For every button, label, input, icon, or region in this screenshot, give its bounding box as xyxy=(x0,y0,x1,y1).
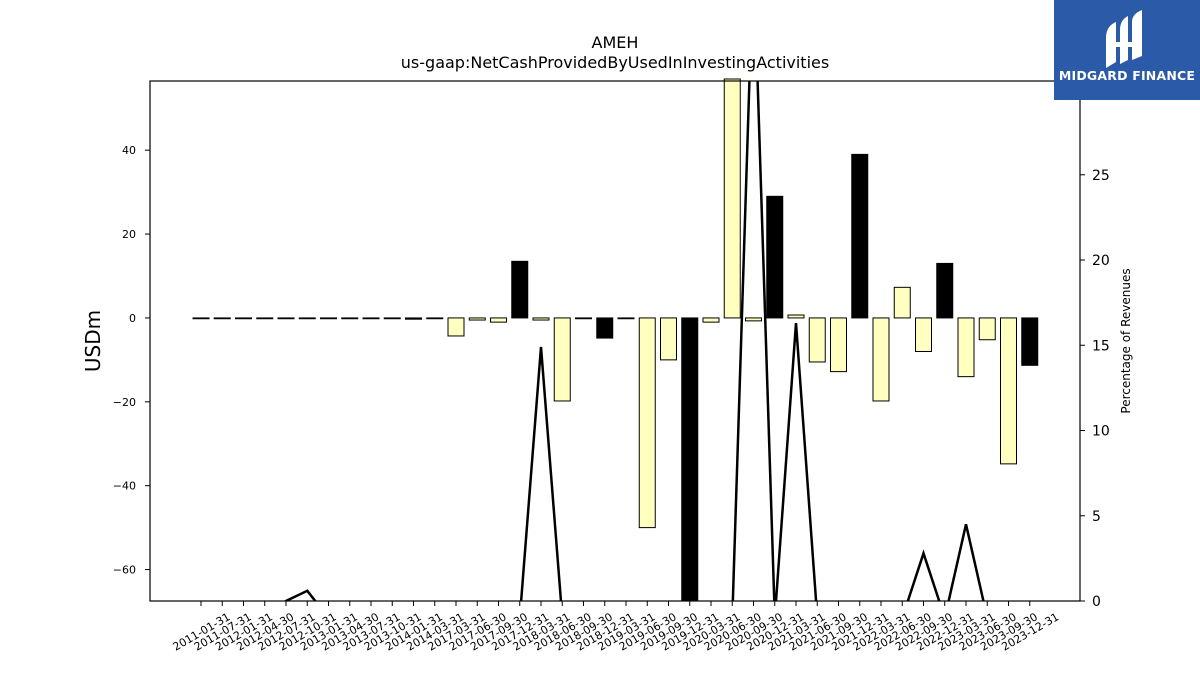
bar-2012-10-31 xyxy=(298,317,316,320)
bar-2019-06-30 xyxy=(638,317,656,529)
bar-2019-09-30 xyxy=(660,317,677,361)
bar-2022-03-31 xyxy=(872,317,890,402)
bar-2021-06-30 xyxy=(808,317,826,363)
y2-tick-label: 20 xyxy=(1092,253,1110,269)
bar-2017-09-30 xyxy=(490,317,507,323)
bar-2017-12-31 xyxy=(511,260,529,319)
bar-2013-07-31 xyxy=(362,317,380,320)
y2-tick-label: 15 xyxy=(1092,338,1110,354)
bar-2023-12-31 xyxy=(1021,317,1039,366)
bar-2023-03-31 xyxy=(957,317,975,378)
bar-2018-12-31 xyxy=(596,317,614,339)
y-tick-label: 40 xyxy=(122,144,136,157)
y2-tick-label: 0 xyxy=(1092,594,1101,610)
logo-mark-icon xyxy=(1106,10,1142,68)
bar-2023-09-30 xyxy=(1000,317,1017,465)
logo-text: MIDGARD FINANCE xyxy=(1058,68,1196,83)
y-tick-label: −40 xyxy=(113,480,136,493)
bar-2022-12-31 xyxy=(936,262,954,319)
y-tick-label: −60 xyxy=(113,564,136,577)
bar-2013-04-30 xyxy=(341,317,359,320)
bar-2018-06-30 xyxy=(553,317,571,402)
revenue-pct-line-segment xyxy=(731,81,818,601)
bar-2019-12-31 xyxy=(681,317,699,602)
y-tick-label: 20 xyxy=(122,228,136,241)
bar-2014-01-31 xyxy=(405,317,422,320)
revenue-pct-line-segment xyxy=(906,524,985,601)
y2-tick-label: 10 xyxy=(1092,424,1110,440)
y2-axis-label: Percentage of Revenues xyxy=(1119,268,1133,413)
bar-2012-07-31 xyxy=(277,317,295,320)
bar-2017-03-31 xyxy=(447,317,465,337)
chart-subtitle: us-gaap:NetCashProvidedByUsedInInvesting… xyxy=(401,53,829,72)
bar-2018-03-31 xyxy=(532,317,550,321)
y-tick-label: 0 xyxy=(129,312,136,325)
revenue-pct-line-segment xyxy=(519,346,563,601)
bar-2011-07-31 xyxy=(213,317,231,320)
bar-2023-06-30 xyxy=(978,317,996,341)
bar-2012-01-31 xyxy=(235,317,252,320)
y2-tick-label: 5 xyxy=(1092,509,1101,525)
bar-2020-12-31 xyxy=(766,195,784,319)
bar-2017-06-30 xyxy=(468,317,486,321)
bar-2014-03-31 xyxy=(426,317,444,320)
bar-2020-06-30 xyxy=(723,78,741,319)
bar-2020-09-30 xyxy=(745,317,762,322)
bar-2013-01-31 xyxy=(320,317,337,320)
y2-tick-label: 25 xyxy=(1092,168,1110,184)
bar-2013-10-31 xyxy=(383,317,401,320)
revenue-pct-line-segment xyxy=(284,589,317,601)
bar-2020-03-31 xyxy=(702,317,720,323)
company-logo: MIDGARD FINANCE xyxy=(1054,0,1200,100)
bar-2019-03-31 xyxy=(617,317,635,320)
chart-title: AMEH xyxy=(592,33,639,52)
bar-2021-09-30 xyxy=(830,317,847,373)
y-tick-label: −20 xyxy=(113,396,136,409)
bar-2022-06-30 xyxy=(893,286,911,319)
bar-2022-09-30 xyxy=(915,317,932,352)
bar-2021-12-31 xyxy=(851,153,869,319)
bar-2018-09-30 xyxy=(575,317,592,320)
bar-2011-01-31 xyxy=(192,317,210,320)
bar-2021-03-31 xyxy=(787,314,805,319)
plot-frame xyxy=(149,80,1081,602)
y-axis-label: USDm xyxy=(81,310,105,372)
bar-2012-04-30 xyxy=(256,317,274,320)
